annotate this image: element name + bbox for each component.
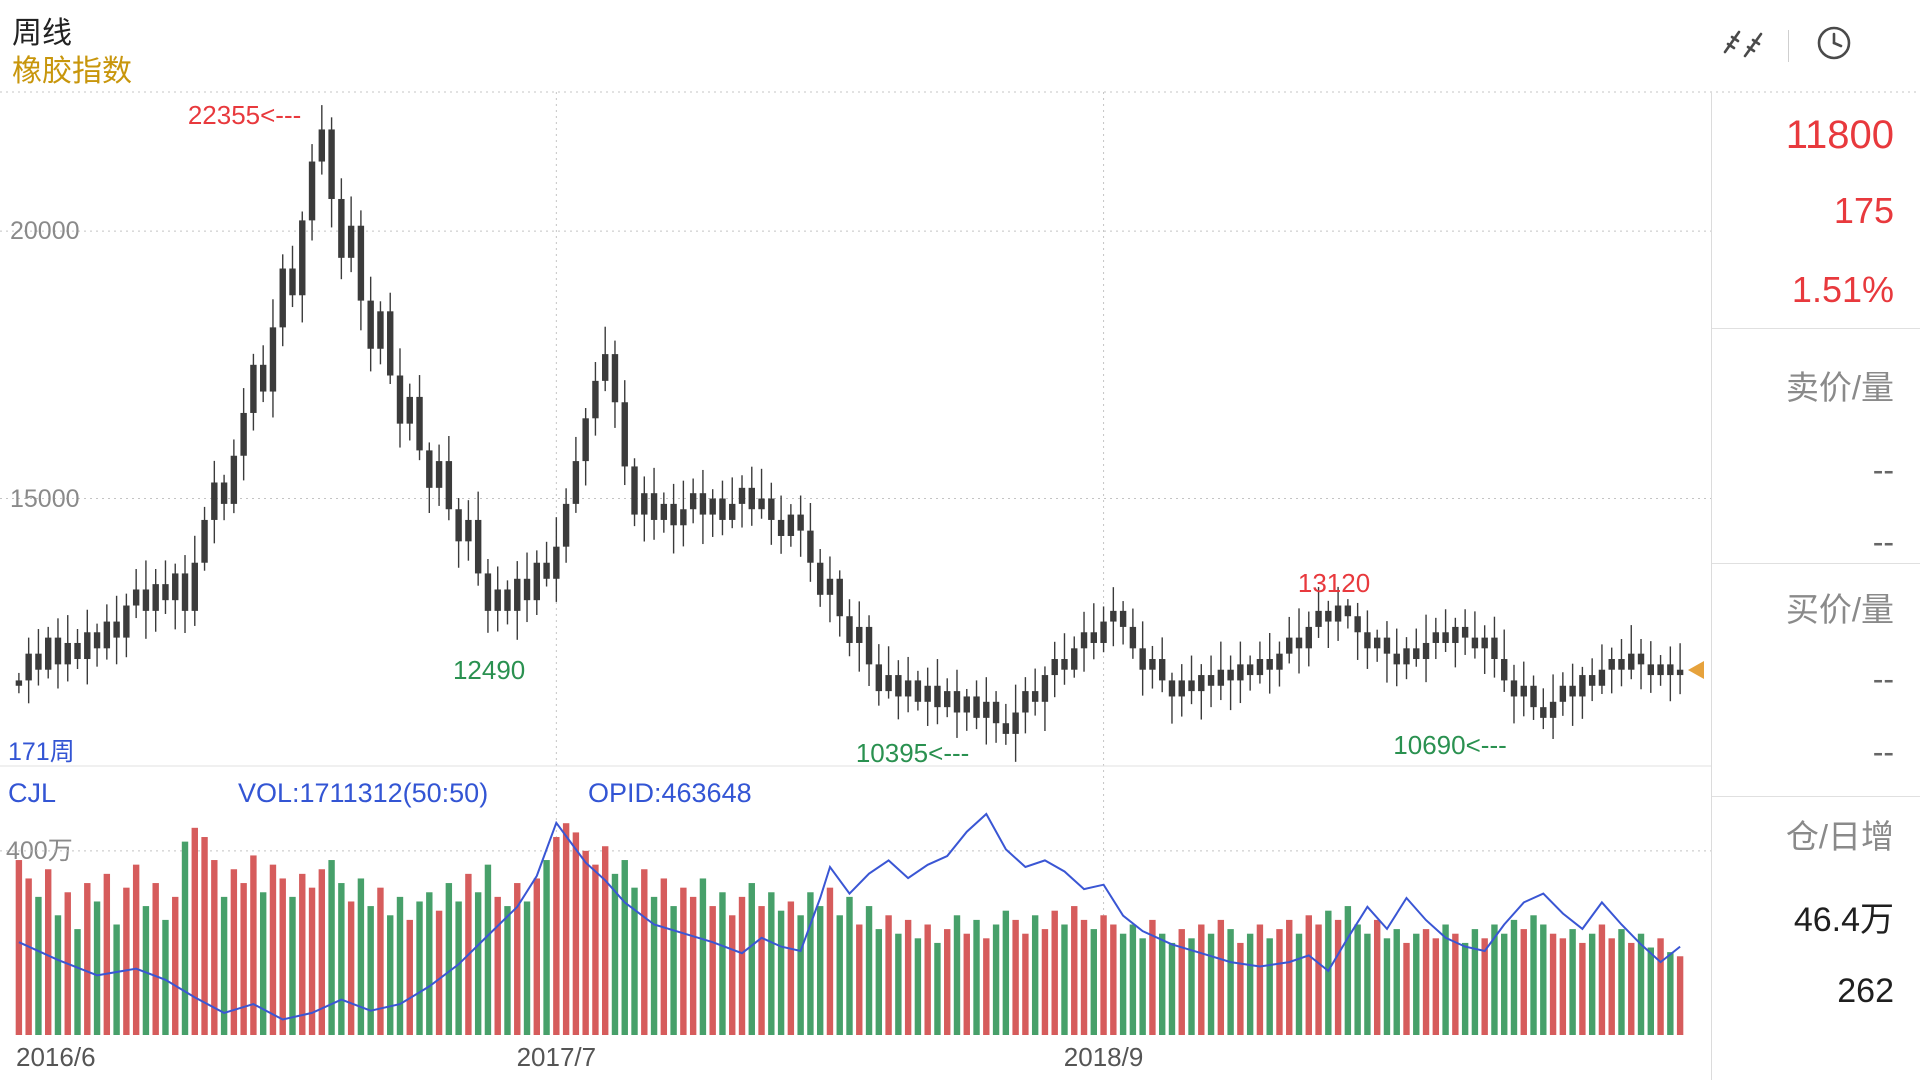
indicator-style-icon[interactable] (1720, 22, 1766, 69)
instrument-name[interactable]: 橡胶指数 (12, 55, 132, 88)
period-label[interactable]: 周线 (12, 17, 72, 50)
clock-icon[interactable] (1811, 22, 1857, 69)
candlestick-series (15, 105, 1684, 762)
opid-line (18, 812, 1681, 1021)
grid (0, 91, 1920, 1035)
header-icons (1720, 22, 1857, 69)
volume-series (15, 823, 1684, 1035)
icon-separator (1788, 29, 1789, 62)
